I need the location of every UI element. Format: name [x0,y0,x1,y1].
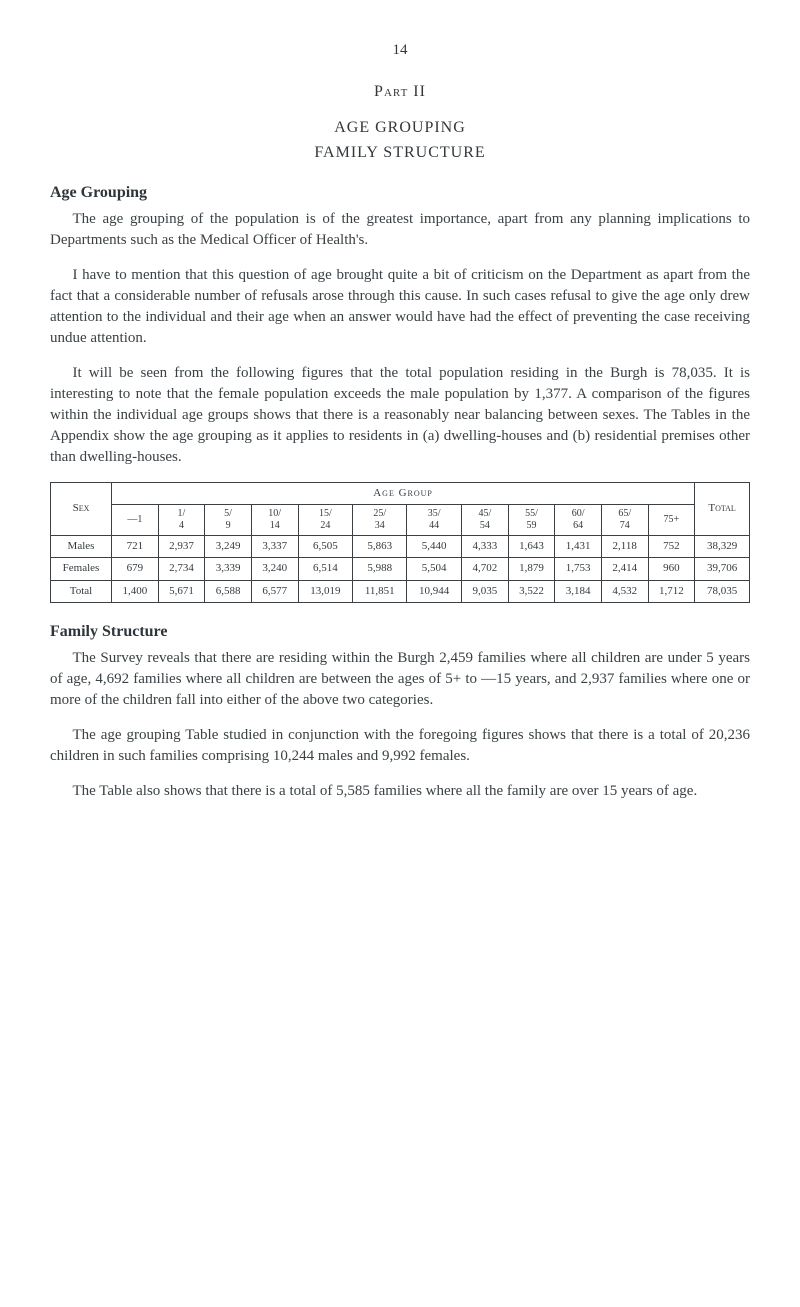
col-header-sex: Sex [51,482,112,535]
cell: 3,184 [555,580,602,602]
cell: 3,249 [205,535,252,557]
paragraph-6: The Table also shows that there is a tot… [50,781,750,802]
age-subheader-row: —1 1/4 5/9 10/14 15/24 25/34 35/44 45/54… [51,504,750,535]
row-label: Total [51,580,112,602]
cell: 3,522 [508,580,555,602]
cell: 9,035 [462,580,509,602]
cell: 5,988 [353,558,407,580]
cell: 4,702 [462,558,509,580]
cell: 2,118 [601,535,648,557]
row-total: 38,329 [695,535,750,557]
cell: 4,333 [462,535,509,557]
page-number: 14 [50,40,750,61]
col-header-age-group: Age Group [112,482,695,504]
cell: 1,431 [555,535,602,557]
section-heading-age-grouping: Age Grouping [50,182,750,204]
cell: 1,879 [508,558,555,580]
cell: 4,532 [601,580,648,602]
cell: 1,712 [648,580,695,602]
cell: 5,440 [407,535,462,557]
table-row-males: Males 721 2,937 3,249 3,337 6,505 5,863 … [51,535,750,557]
section-heading-family-structure: Family Structure [50,621,750,643]
cell: 11,851 [353,580,407,602]
cell: 721 [112,535,159,557]
age-col-11: 75+ [648,504,695,535]
age-group-table: Sex Age Group Total —1 1/4 5/9 10/14 15/… [50,482,750,604]
cell: 5,504 [407,558,462,580]
age-col-10: 65/74 [601,504,648,535]
age-col-7: 45/54 [462,504,509,535]
title-line-1: AGE GROUPING [50,117,750,139]
cell: 679 [112,558,159,580]
table-row-females: Females 679 2,734 3,339 3,240 6,514 5,98… [51,558,750,580]
row-total: 78,035 [695,580,750,602]
age-col-6: 35/44 [407,504,462,535]
cell: 10,944 [407,580,462,602]
row-total: 39,706 [695,558,750,580]
title-line-2: FAMILY STRUCTURE [50,142,750,164]
cell: 6,588 [205,580,252,602]
age-col-5: 25/34 [353,504,407,535]
paragraph-1: The age grouping of the population is of… [50,209,750,251]
cell: 752 [648,535,695,557]
cell: 2,734 [158,558,205,580]
age-col-2: 5/9 [205,504,252,535]
cell: 5,671 [158,580,205,602]
cell: 3,339 [205,558,252,580]
paragraph-2: I have to mention that this question of … [50,265,750,349]
col-header-total: Total [695,482,750,535]
cell: 6,577 [251,580,298,602]
cell: 5,863 [353,535,407,557]
cell: 1,400 [112,580,159,602]
age-col-8: 55/59 [508,504,555,535]
table-row-total: Total 1,400 5,671 6,588 6,577 13,019 11,… [51,580,750,602]
paragraph-5: The age grouping Table studied in conjun… [50,725,750,767]
cell: 960 [648,558,695,580]
cell: 2,414 [601,558,648,580]
cell: 1,753 [555,558,602,580]
cell: 2,937 [158,535,205,557]
age-col-0: —1 [112,504,159,535]
cell: 6,505 [298,535,353,557]
part-label: Part II [50,81,750,103]
cell: 1,643 [508,535,555,557]
row-label: Females [51,558,112,580]
cell: 6,514 [298,558,353,580]
age-col-4: 15/24 [298,504,353,535]
age-col-3: 10/14 [251,504,298,535]
age-col-1: 1/4 [158,504,205,535]
cell: 13,019 [298,580,353,602]
paragraph-4: The Survey reveals that there are residi… [50,648,750,711]
row-label: Males [51,535,112,557]
cell: 3,240 [251,558,298,580]
age-col-9: 60/64 [555,504,602,535]
cell: 3,337 [251,535,298,557]
paragraph-3: It will be seen from the following figur… [50,363,750,468]
